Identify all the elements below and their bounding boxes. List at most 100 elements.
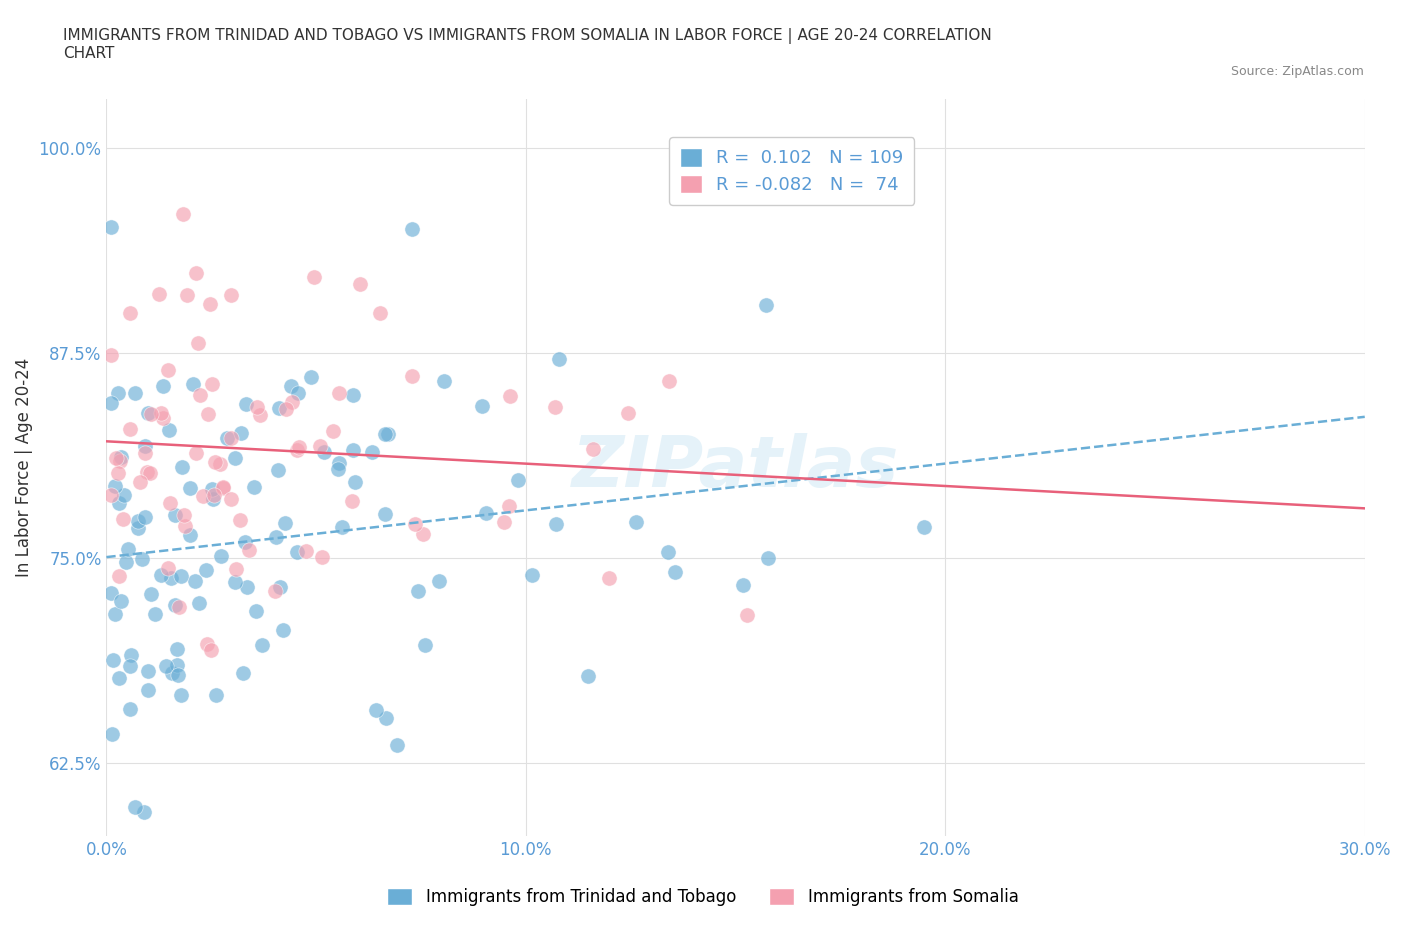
Point	[624, 514, 647, 529]
Point	[215, 431, 238, 445]
Point	[163, 598, 186, 613]
Point	[124, 800, 146, 815]
Point	[914, 519, 936, 534]
Point	[211, 479, 233, 494]
Point	[401, 221, 423, 236]
Point	[246, 399, 269, 414]
Point	[520, 568, 543, 583]
Point	[200, 643, 222, 658]
Point	[361, 445, 384, 459]
Point	[264, 583, 287, 598]
Point	[101, 652, 124, 667]
Point	[111, 512, 134, 526]
Point	[160, 570, 183, 585]
Point	[212, 481, 235, 496]
Legend: R =  0.102   N = 109, R = -0.082   N =  74: R = 0.102 N = 109, R = -0.082 N = 74	[669, 138, 914, 205]
Point	[408, 583, 430, 598]
Point	[498, 389, 520, 404]
Point	[755, 298, 778, 312]
Point	[136, 663, 159, 678]
Point	[157, 422, 180, 437]
Point	[120, 659, 142, 674]
Point	[219, 431, 242, 445]
Point	[172, 206, 194, 221]
Point	[152, 379, 174, 393]
Point	[193, 488, 215, 503]
Point	[149, 567, 172, 582]
Point	[128, 474, 150, 489]
Point	[134, 439, 156, 454]
Point	[104, 478, 127, 493]
Point	[295, 544, 318, 559]
Point	[100, 488, 122, 503]
Point	[232, 666, 254, 681]
Point	[198, 297, 221, 312]
Point	[224, 450, 246, 465]
Text: Source: ZipAtlas.com: Source: ZipAtlas.com	[1230, 65, 1364, 78]
Point	[127, 513, 149, 528]
Point	[173, 518, 195, 533]
Point	[124, 386, 146, 401]
Point	[184, 265, 207, 280]
Point	[148, 286, 170, 301]
Point	[112, 487, 135, 502]
Point	[219, 287, 242, 302]
Point	[225, 562, 247, 577]
Point	[245, 604, 267, 618]
Point	[108, 568, 131, 583]
Point	[342, 388, 364, 403]
Point	[159, 496, 181, 511]
Point	[145, 606, 167, 621]
Point	[508, 472, 530, 487]
Point	[187, 336, 209, 351]
Point	[374, 711, 396, 725]
Point	[205, 687, 228, 702]
Point	[195, 637, 218, 652]
Point	[366, 702, 388, 717]
Point	[101, 726, 124, 741]
Point	[328, 385, 350, 400]
Point	[201, 377, 224, 392]
Point	[328, 455, 350, 470]
Point	[664, 565, 686, 579]
Point	[135, 465, 157, 480]
Point	[138, 683, 160, 698]
Point	[127, 521, 149, 536]
Point	[343, 475, 366, 490]
Legend: Immigrants from Trinidad and Tobago, Immigrants from Somalia: Immigrants from Trinidad and Tobago, Imm…	[381, 881, 1025, 912]
Point	[301, 369, 323, 384]
Point	[170, 569, 193, 584]
Point	[236, 579, 259, 594]
Point	[108, 454, 131, 469]
Point	[166, 642, 188, 657]
Point	[576, 669, 599, 684]
Point	[267, 400, 290, 415]
Point	[429, 574, 451, 589]
Point	[108, 671, 131, 685]
Point	[269, 579, 291, 594]
Point	[209, 549, 232, 564]
Point	[582, 442, 605, 457]
Point	[233, 535, 256, 550]
Point	[118, 702, 141, 717]
Point	[326, 462, 349, 477]
Point	[287, 385, 309, 400]
Point	[157, 560, 180, 575]
Point	[157, 363, 180, 378]
Point	[330, 519, 353, 534]
Point	[141, 587, 163, 602]
Point	[197, 406, 219, 421]
Point	[658, 374, 681, 389]
Point	[471, 399, 494, 414]
Point	[120, 306, 142, 321]
Point	[169, 600, 191, 615]
Point	[385, 737, 408, 752]
Point	[139, 466, 162, 481]
Point	[340, 493, 363, 508]
Point	[163, 508, 186, 523]
Point	[104, 451, 127, 466]
Point	[544, 400, 567, 415]
Point	[342, 443, 364, 458]
Point	[735, 607, 758, 622]
Point	[114, 554, 136, 569]
